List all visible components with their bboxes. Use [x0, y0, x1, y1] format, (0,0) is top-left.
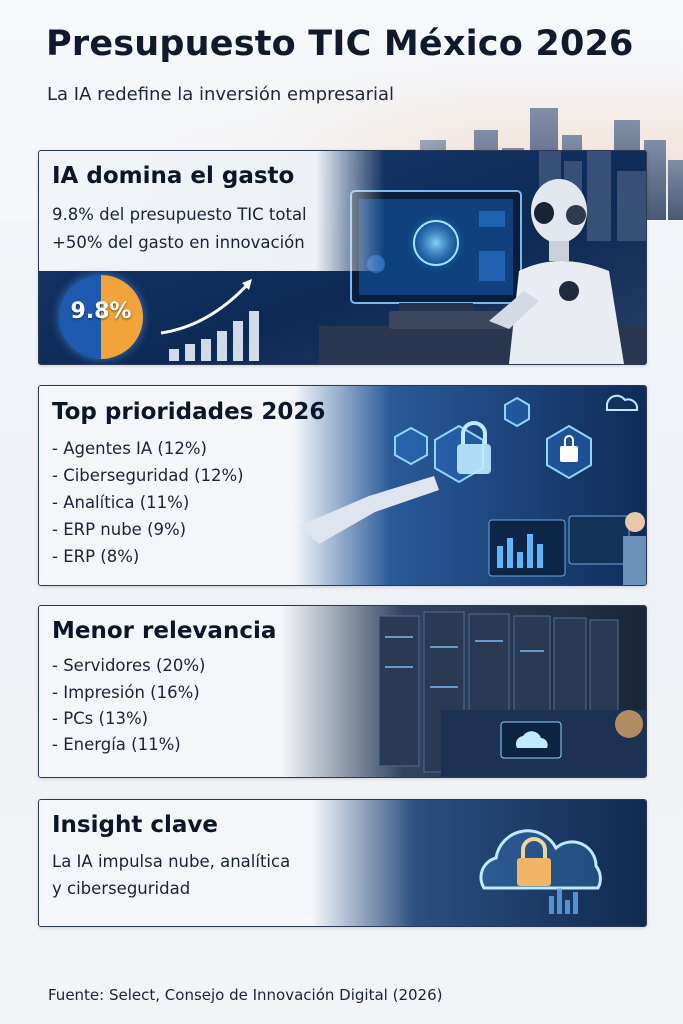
card-line: 9.8% del presupuesto TIC total [52, 205, 307, 224]
insight-line: La IA impulsa nube, analítica [52, 852, 291, 871]
card-text-panel [39, 151, 385, 271]
priority-item: - ERP nube (9%) [52, 520, 187, 539]
ai-share-label: 9.8% [70, 299, 132, 324]
low-relevance-item: - Impresión (16%) [52, 683, 200, 702]
card-priorities: Top prioridades 2026 - Agentes IA (12%) … [38, 385, 647, 586]
cloud-lock-illustration [39, 800, 646, 926]
low-relevance-item: - PCs (13%) [52, 709, 149, 728]
card-title: Menor relevancia [52, 618, 277, 644]
datacenter-illustration [39, 606, 646, 777]
card-ai-spending: IA domina el gasto 9.8% del presupuesto … [38, 150, 647, 365]
card-insight: Insight clave La IA impulsa nube, analít… [38, 799, 647, 927]
priority-item: - Ciberseguridad (12%) [52, 466, 244, 485]
card-title: IA domina el gasto [52, 163, 295, 189]
priority-item: - Agentes IA (12%) [52, 439, 207, 458]
card-title: Insight clave [52, 812, 218, 838]
ai-share-donut [59, 275, 143, 359]
card-title: Top prioridades 2026 [52, 399, 326, 425]
page-subtitle: La IA redefine la inversión empresarial [47, 84, 395, 105]
card-line: +50% del gasto en innovación [52, 233, 305, 252]
page-title: Presupuesto TIC México 2026 [46, 24, 634, 64]
insight-line: y ciberseguridad [52, 879, 191, 898]
priority-item: - ERP (8%) [52, 547, 140, 566]
priority-item: - Analítica (11%) [52, 493, 190, 512]
cybersecurity-illustration [39, 386, 646, 585]
low-relevance-item: - Energía (11%) [52, 735, 181, 754]
low-relevance-item: - Servidores (20%) [52, 656, 206, 675]
source-footer: Fuente: Select, Consejo de Innovación Di… [48, 986, 443, 1004]
card-low-relevance: Menor relevancia - Servidores (20%) - Im… [38, 605, 647, 778]
